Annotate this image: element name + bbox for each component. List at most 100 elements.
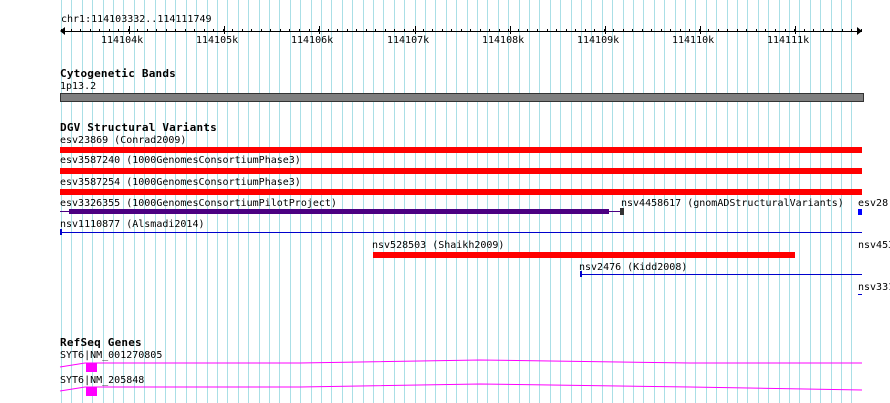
ruler-minor-tick — [566, 29, 567, 32]
dgv-feature-esv23869[interactable] — [60, 147, 862, 153]
ruler-minor-tick — [556, 29, 557, 32]
ruler-major-tick — [415, 26, 416, 34]
ruler-minor-tick — [71, 29, 72, 32]
refseq-gene-label-1: SYT6|NM_001270805 — [60, 350, 163, 361]
ruler-minor-tick — [223, 29, 224, 32]
ruler-minor-tick — [280, 29, 281, 32]
ruler-minor-tick — [242, 29, 243, 32]
dgv-feature-nsv2476[interactable] — [580, 274, 862, 275]
ruler-right-arrow — [857, 27, 862, 35]
ruler-minor-tick — [670, 29, 671, 32]
ruler-minor-tick — [261, 29, 262, 32]
dgv-feature-nsv528503[interactable] — [373, 252, 795, 258]
ruler-minor-tick — [499, 29, 500, 32]
ruler-minor-tick — [404, 29, 405, 32]
cyto-band-bar[interactable] — [60, 93, 864, 102]
ruler-major-tick — [129, 26, 130, 34]
ruler-minor-tick — [147, 29, 148, 32]
dgv-feature-esv3326355[interactable] — [69, 209, 609, 214]
refseq-gene-intron-2 — [59, 383, 863, 392]
ruler-tick-label: 114108k — [482, 35, 525, 46]
ruler-minor-tick — [423, 29, 424, 32]
ruler-minor-tick — [842, 29, 843, 32]
dgv-label-esv3587240: esv3587240 (1000GenomesConsortiumPhase3) — [60, 155, 301, 166]
cyto-band-label: 1p13.2 — [60, 81, 97, 92]
ruler-minor-tick — [337, 29, 338, 32]
ruler-minor-tick — [547, 29, 548, 32]
ruler-minor-tick — [156, 29, 157, 32]
ruler-minor-tick — [613, 29, 614, 32]
dgv-feature-nsv1110877[interactable] — [60, 232, 862, 233]
ruler-minor-tick — [175, 29, 176, 32]
ruler-minor-tick — [804, 29, 805, 32]
dgv-feature-esv3326355-end-cap — [620, 208, 624, 215]
ruler-minor-tick — [765, 29, 766, 32]
ruler-minor-tick — [318, 29, 319, 32]
ruler-major-tick — [510, 26, 511, 34]
dgv-feature-nsv33[interactable] — [858, 294, 862, 295]
ruler-minor-tick — [232, 29, 233, 32]
dgv-feature-esv28[interactable] — [858, 209, 862, 215]
ruler-minor-tick — [461, 29, 462, 32]
ruler-minor-tick — [166, 29, 167, 32]
ruler-minor-tick — [585, 29, 586, 32]
ruler-minor-tick — [356, 29, 357, 32]
ruler-minor-tick — [823, 29, 824, 32]
ruler-minor-tick — [109, 29, 110, 32]
ruler-minor-tick — [508, 29, 509, 32]
ruler-tick-label: 114107k — [387, 35, 430, 46]
ruler-minor-tick — [251, 29, 252, 32]
refseq-gene-exon-1[interactable] — [86, 363, 97, 372]
ruler-minor-tick — [204, 29, 205, 32]
dgv-feature-nsv1110877-start — [60, 229, 62, 235]
ruler-minor-tick — [375, 29, 376, 32]
ruler-minor-tick — [527, 29, 528, 32]
ruler-minor-tick — [537, 29, 538, 32]
ruler-minor-tick — [604, 29, 605, 32]
ruler-tick-label: 114104k — [101, 35, 144, 46]
ruler-minor-tick — [432, 29, 433, 32]
ruler-minor-tick — [775, 29, 776, 32]
ruler-range-label: chr1:114103332..114111749 — [61, 14, 212, 25]
ruler-minor-tick — [61, 29, 62, 32]
ruler-minor-tick — [680, 29, 681, 32]
ruler-minor-tick — [328, 29, 329, 32]
ruler-left-arrow — [60, 27, 65, 35]
ruler-major-tick — [700, 26, 701, 34]
ruler-minor-tick — [832, 29, 833, 32]
refseq-gene-exon-2[interactable] — [86, 387, 97, 396]
ruler-minor-tick — [366, 29, 367, 32]
dgv-feature-nsv2476-start — [580, 271, 582, 277]
ruler-minor-tick — [347, 29, 348, 32]
ruler-minor-tick — [575, 29, 576, 32]
ruler-minor-tick — [632, 29, 633, 32]
ruler-minor-tick — [213, 29, 214, 32]
refseq-track-title: RefSeq Genes — [60, 336, 142, 349]
ruler-minor-tick — [118, 29, 119, 32]
dgv-label-nsv2476: nsv2476 (Kidd2008) — [579, 262, 688, 273]
ruler-minor-tick — [699, 29, 700, 32]
ruler-minor-tick — [794, 29, 795, 32]
dgv-label-nsv45: nsv453 — [858, 240, 890, 251]
dgv-label-esv28: esv28( — [858, 198, 890, 209]
ruler-minor-tick — [689, 29, 690, 32]
ruler-minor-tick — [518, 29, 519, 32]
ruler-minor-tick — [90, 29, 91, 32]
ruler-minor-tick — [746, 29, 747, 32]
ruler-tick-label: 114106k — [291, 35, 334, 46]
ruler-minor-tick — [737, 29, 738, 32]
ruler-minor-tick — [451, 29, 452, 32]
ruler-minor-tick — [185, 29, 186, 32]
dgv-feature-esv3587254[interactable] — [60, 189, 862, 195]
ruler-minor-tick — [480, 29, 481, 32]
ruler-minor-tick — [661, 29, 662, 32]
ruler-minor-tick — [99, 29, 100, 32]
ruler-tick-label: 114110k — [672, 35, 715, 46]
dgv-label-nsv33: nsv331 — [858, 282, 890, 293]
dgv-feature-esv3587240[interactable] — [60, 168, 862, 174]
ruler-minor-tick — [718, 29, 719, 32]
ruler-minor-tick — [394, 29, 395, 32]
ruler-minor-tick — [80, 29, 81, 32]
refseq-gene-label-2: SYT6|NM_205848 — [60, 375, 145, 386]
